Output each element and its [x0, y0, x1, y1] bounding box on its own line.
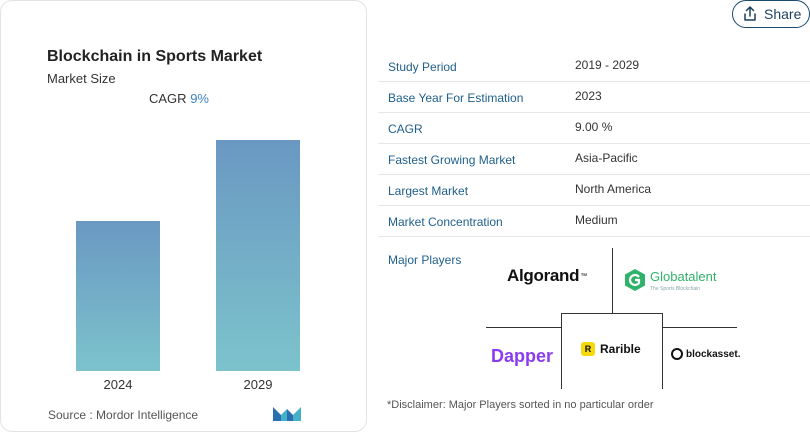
row-value: Medium [575, 213, 618, 227]
globatalent-logo: Globatalent The Sports Blockchain [624, 268, 717, 292]
share-icon [744, 6, 756, 21]
disclaimer-note: *Disclaimer: Major Players sorted in no … [387, 399, 654, 411]
table-row: Base Year For Estimation 2023 [378, 82, 810, 113]
globatalent-wordmark: Globatalent [650, 269, 717, 284]
algorand-logo: Algorand ™ [507, 266, 587, 286]
market-size-card: Blockchain in Sports Market Market Size … [0, 0, 367, 432]
row-value: Asia-Pacific [575, 151, 638, 165]
mordor-logo-icon [273, 407, 301, 421]
table-row: Largest Market North America [378, 175, 810, 206]
globatalent-tagline: The Sports Blockchain [650, 286, 701, 292]
rarible-badge-icon: R [581, 342, 595, 356]
row-value: 9.00 % [575, 120, 613, 134]
card-subtitle: Market Size [47, 71, 116, 86]
table-row: Market Concentration Medium [378, 206, 810, 237]
row-value: 2023 [575, 89, 602, 103]
row-key: Study Period [388, 60, 457, 74]
source-note: Source : Mordor Intelligence [48, 408, 199, 422]
blockasset-circle-icon [671, 348, 683, 360]
algorand-wordmark: Algorand [507, 266, 580, 285]
bar-2024 [76, 221, 160, 371]
rarible-wordmark: Rarible [600, 342, 641, 356]
bar-2029 [216, 140, 300, 371]
row-key: Fastest Growing Market [388, 153, 516, 167]
players-divider-horizontal [663, 327, 737, 328]
table-row: Fastest Growing Market Asia-Pacific [378, 144, 810, 175]
players-center-box [561, 313, 663, 389]
share-label: Share [764, 6, 802, 22]
row-key: Base Year For Estimation [388, 91, 524, 105]
x-tick-label: 2029 [244, 377, 273, 392]
dapper-logo: Dapper [491, 346, 554, 366]
table-row: CAGR 9.00 % [378, 113, 810, 144]
players-divider-vertical [612, 248, 613, 313]
blockasset-wordmark: blockasset. [686, 348, 741, 360]
row-value: North America [575, 182, 652, 196]
trademark-mark: ™ [580, 272, 587, 280]
cagr-value: 9% [190, 91, 209, 106]
globatalent-hexagon-icon [625, 269, 645, 291]
major-players-label: Major Players [388, 253, 462, 267]
cagr-label: CAGR [149, 91, 187, 106]
x-tick-label: 2024 [104, 377, 133, 392]
row-key: CAGR [388, 122, 423, 136]
rarible-logo: R Rarible [581, 342, 641, 356]
row-value: 2019 - 2029 [575, 58, 640, 72]
market-size-chart: 2024 2029 [76, 140, 300, 392]
card-title: Blockchain in Sports Market [47, 48, 263, 65]
blockasset-logo: blockasset. [671, 348, 740, 360]
row-key: Largest Market [388, 184, 469, 198]
market-facts-table: Study Period 2019 - 2029 Base Year For E… [378, 51, 810, 237]
cagr-line: CAGR 9% [149, 91, 209, 106]
table-row: Study Period 2019 - 2029 [378, 51, 810, 82]
row-key: Market Concentration [388, 215, 503, 229]
share-button[interactable]: Share [732, 0, 810, 28]
players-divider-horizontal [486, 327, 561, 328]
